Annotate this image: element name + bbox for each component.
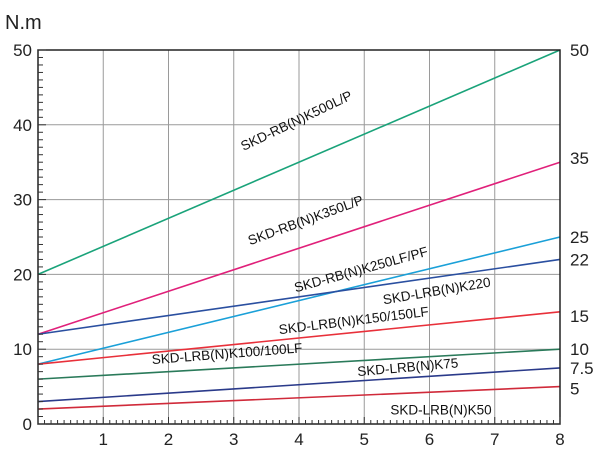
y-tick-label: 40 xyxy=(13,116,32,135)
right-value-label: 50 xyxy=(570,41,589,60)
x-tick-label: 6 xyxy=(425,430,434,449)
series-line xyxy=(37,311,561,365)
series-line xyxy=(37,367,561,403)
y-tick-label: 20 xyxy=(13,265,32,284)
x-tick-label: 8 xyxy=(555,430,564,449)
right-value-label: 7.5 xyxy=(570,359,594,378)
series-line xyxy=(37,161,561,335)
series-name-label: SKD-LRB(N)K220 xyxy=(382,275,492,308)
right-value-label: 10 xyxy=(570,340,589,359)
right-value-label: 35 xyxy=(570,149,589,168)
right-value-label: 5 xyxy=(570,380,579,399)
series-name-label: SKD-LRB(N)K50 xyxy=(390,402,491,417)
right-value-label: 15 xyxy=(570,307,589,326)
right-value-label: 22 xyxy=(570,250,589,269)
series-line xyxy=(37,49,561,276)
x-tick-label: 4 xyxy=(294,430,303,449)
x-tick-label: 2 xyxy=(164,430,173,449)
x-tick-label: 1 xyxy=(99,430,108,449)
right-value-label: 25 xyxy=(570,228,589,247)
series-line xyxy=(37,385,561,410)
y-tick-label: 50 xyxy=(13,41,32,60)
y-tick-label: 0 xyxy=(23,415,32,434)
series-line xyxy=(37,348,561,380)
y-tick-label: 10 xyxy=(13,340,32,359)
series-line xyxy=(37,258,561,336)
x-tick-label: 7 xyxy=(490,430,499,449)
series-name-label: SKD-RB(N)K500L/P xyxy=(238,88,354,154)
series-name-label: SKD-LRB(N)K100/100LF xyxy=(151,340,303,367)
x-tick-label: 3 xyxy=(229,430,238,449)
x-tick-label: 5 xyxy=(360,430,369,449)
y-axis-label: N.m xyxy=(5,12,42,34)
series-name-label: SKD-RB(N)K350L/P xyxy=(246,192,365,248)
y-tick-label: 30 xyxy=(13,191,32,210)
series-line xyxy=(37,236,561,365)
